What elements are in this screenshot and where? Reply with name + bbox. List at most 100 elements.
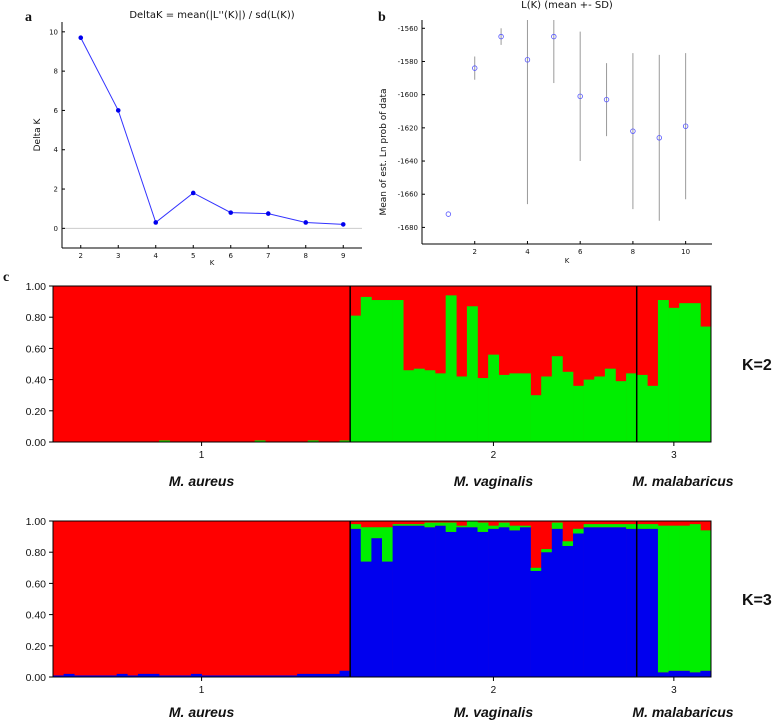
structure-bar-segment-cluster2 [519, 525, 531, 528]
structure-bar-segment-cluster3 [212, 675, 224, 677]
chart-b-point [551, 33, 557, 40]
chart-a-point [228, 210, 234, 215]
structure-bar-segment-cluster2 [700, 326, 712, 442]
structure-frame [52, 520, 712, 678]
structure-bar-segment-cluster3 [84, 675, 96, 677]
chart-a-ytick-label: 2 [54, 186, 58, 194]
structure-bar-segment-cluster3 [382, 561, 393, 677]
structure-bar-segment-cluster3 [106, 675, 117, 677]
structure-bar-segment-cluster2 [435, 373, 446, 442]
structure-bar-segment-cluster2 [583, 524, 595, 528]
structure-bar-segment-cluster3 [297, 673, 309, 677]
structure-ytick-label: 0.40 [26, 375, 47, 387]
structure-bar-segment-cluster2 [615, 381, 627, 442]
structure-bar-segment-cluster3 [668, 670, 680, 677]
structure-bar-segment-cluster3 [594, 527, 606, 677]
structure-bar-segment-cluster3 [116, 673, 128, 677]
structure-bar-segment-cluster3 [371, 538, 383, 677]
structure-bar-segment-cluster2 [466, 521, 478, 528]
structure-bar-segment-cluster3 [626, 528, 638, 677]
chart-b-xtick-label: 2 [472, 248, 476, 256]
structure-ytick-label: 1.00 [26, 281, 47, 293]
chart-a-point [265, 211, 271, 216]
structure-bar-segment-cluster3 [456, 527, 468, 677]
structure-bar-segment-cluster3 [63, 673, 75, 677]
structure-ytick-label: 0.80 [26, 312, 47, 324]
structure-bar-segment-cluster3 [647, 528, 659, 677]
chart-a-point [303, 220, 309, 225]
chart-a-xlabel: K [210, 259, 215, 267]
chart-a-title: DeltaK = mean(|L''(K)|) / sd(L(K)) [129, 10, 294, 21]
structure-bar-segment-cluster3 [254, 675, 266, 677]
chart-a-xtick-label: 5 [191, 252, 195, 260]
chart-a-ytick-label: 4 [54, 146, 59, 154]
k-value-label: K=2 [742, 357, 772, 374]
chart-b-xlabel: K [565, 257, 570, 265]
structure-bar-segment-cluster2 [689, 524, 701, 673]
structure-bar-segment-cluster2 [509, 373, 521, 442]
chart-b-xtick-label: 6 [578, 248, 583, 256]
chart-b-ytick-label: -1600 [398, 91, 418, 99]
structure-ytick-label: 0.20 [26, 641, 47, 653]
structure-bar-k2: 1 M. aureus 2 M. vaginalis 3 M. malabaricus 0.… [26, 281, 772, 489]
structure-bar-segment-cluster3 [413, 525, 425, 677]
structure-bar-segment-cluster3 [519, 527, 531, 677]
population-number: 3 [671, 685, 677, 696]
structure-bar-segment-cluster3 [201, 675, 213, 677]
structure-bar-segment-cluster2 [551, 522, 563, 529]
structure-bar-segment-cluster2 [456, 525, 468, 528]
structure-ytick-label: 0.80 [26, 547, 47, 559]
structure-bar-segment-cluster3 [466, 527, 478, 677]
species-label: M. aureus [169, 473, 235, 489]
structure-bar-segment-cluster3 [233, 675, 245, 677]
structure-ytick-label: 0.60 [26, 578, 47, 590]
structure-bar-segment-cluster2 [647, 385, 659, 442]
structure-ytick-label: 0.00 [26, 437, 47, 449]
structure-bar-segment-cluster2 [668, 307, 680, 442]
structure-bar-segment-cluster3 [679, 670, 691, 677]
chart-a-point [190, 190, 196, 196]
structure-bar-segment-cluster2 [626, 373, 638, 442]
structure-bar-segment-cluster3 [604, 527, 616, 677]
structure-bar-segment-cluster3 [328, 673, 340, 677]
structure-bar-segment-cluster2 [668, 525, 680, 671]
structure-bar-segment-cluster2 [477, 378, 489, 442]
chart-b-ytick-label: -1580 [398, 58, 418, 66]
structure-ytick-label: 1.00 [26, 516, 47, 528]
structure-bar-segment-cluster3 [477, 531, 489, 677]
structure-bar-segment-cluster2 [350, 524, 362, 529]
structure-bar-segment-cluster2 [615, 524, 627, 528]
structure-bar-segment-cluster2 [371, 300, 383, 442]
chart-a-xtick-label: 4 [154, 252, 159, 260]
structure-bar-segment-cluster2 [445, 522, 457, 532]
structure-bar-segment-cluster3 [190, 673, 202, 677]
chart-a-ytick-label: 10 [49, 28, 58, 36]
structure-ytick-label: 0.20 [26, 406, 47, 418]
structure-bar-segment-cluster2 [541, 549, 553, 553]
structure-bar-segment-cluster2 [371, 527, 383, 539]
structure-bar-segment-cluster3 [700, 670, 712, 677]
structure-bar-segment-cluster2 [679, 525, 691, 671]
structure-bar-segment-cluster2 [551, 356, 563, 442]
structure-bar-segment-cluster2 [360, 296, 372, 442]
structure-bar-segment-cluster3 [127, 675, 139, 677]
structure-bar-segment-cluster2 [636, 374, 648, 442]
species-label: M. vaginalis [454, 473, 534, 489]
structure-bar-segment-cluster2 [435, 522, 446, 526]
chart-b-point [524, 57, 531, 63]
structure-bar-segment-cluster2 [466, 306, 478, 442]
chart-a-point [153, 220, 159, 225]
structure-bar-segment-cluster3 [286, 675, 298, 677]
chart-b-xtick-label: 10 [681, 248, 690, 256]
chart-b-ytick-label: -1680 [398, 224, 418, 232]
panel-label-b: b [378, 10, 386, 25]
panel-label-a: a [25, 10, 32, 25]
chart-b-ylabel: Mean of est. Ln prob of data [379, 88, 389, 215]
structure-bar-segment-cluster2 [594, 524, 606, 528]
chart-b-title: L(K) (mean +- SD) [521, 0, 613, 11]
chart-b-ytick-label: -1660 [398, 191, 418, 199]
population-number: 2 [491, 450, 497, 461]
structure-bar-segment-cluster2 [636, 524, 648, 529]
structure-bar-segment-cluster3 [424, 527, 436, 677]
